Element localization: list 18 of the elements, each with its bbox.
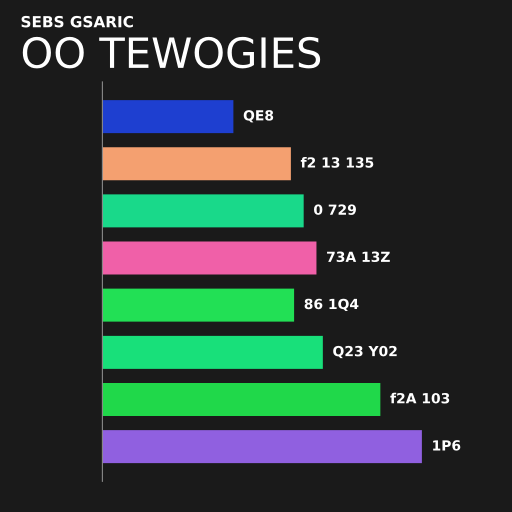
annotation: 0 729: [314, 204, 356, 215]
bar: [102, 382, 380, 416]
annotation: f2A 103: [390, 392, 450, 404]
annotation: f2 13 135: [300, 157, 374, 168]
bar: [102, 242, 316, 275]
text: 1P6: [433, 440, 460, 451]
annotation: 86 1Q4: [304, 298, 358, 312]
annotation: Q23 Y02: [333, 346, 397, 358]
chart-subtitle: SEBS GSARIC: [22, 16, 133, 28]
bar: [102, 100, 234, 134]
bar: [102, 147, 291, 180]
annotation: QE8: [244, 110, 274, 122]
annotation: 73A 13Z: [327, 252, 390, 262]
bar: [102, 194, 304, 228]
bar: [102, 288, 294, 322]
chart-title: OO TEWOGIES: [22, 36, 320, 68]
bar: [102, 336, 323, 369]
bar: [102, 430, 422, 464]
